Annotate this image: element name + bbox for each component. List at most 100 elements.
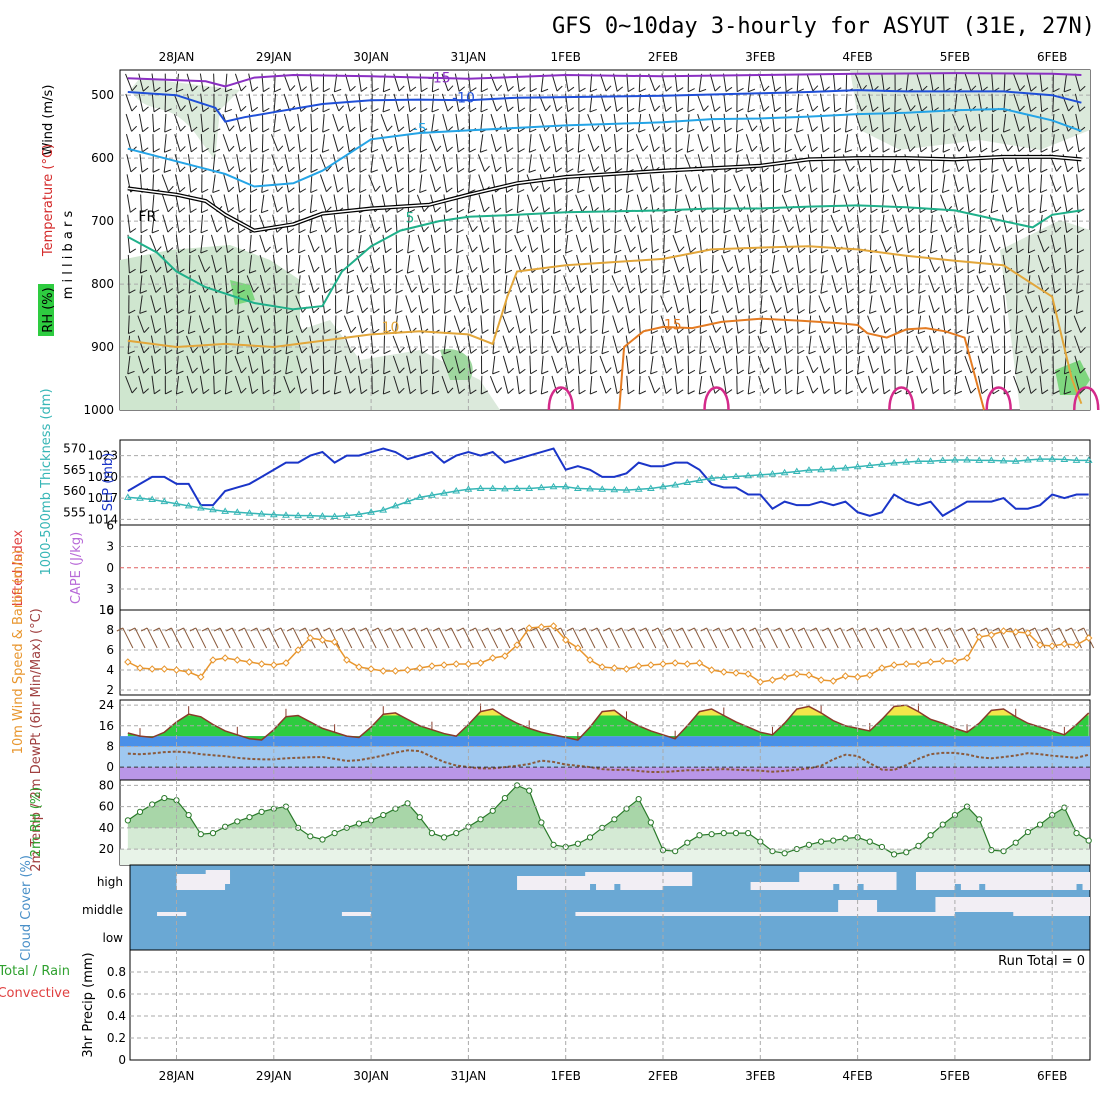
cloud-label: Cloud Cover (%) xyxy=(19,855,34,961)
wind-barb-shaft xyxy=(662,133,666,153)
wind-barb-shaft xyxy=(807,154,813,173)
wind-barb-shaft xyxy=(346,275,349,294)
wind-barb-shaft xyxy=(637,254,642,273)
wind-barb-flag xyxy=(955,329,963,334)
date-label-top: 5FEB xyxy=(940,50,970,64)
wind-barb-shaft xyxy=(772,134,775,153)
pressure-tick: 600 xyxy=(91,151,114,165)
wind-barb-flag xyxy=(1051,149,1060,153)
wind-barb-shaft xyxy=(418,315,423,334)
wind-barb-flag xyxy=(142,388,149,394)
wind-barb-shaft xyxy=(187,113,193,132)
wind-barb-10m-flag xyxy=(311,627,318,632)
wind-barb-shaft xyxy=(310,93,313,112)
wind-barb-shaft xyxy=(467,315,472,334)
wind-barb-flag xyxy=(918,310,926,314)
wind-barb-flag xyxy=(857,350,865,355)
top-date-axis: 28JAN 29JAN 30JAN 31JAN 1FEB 2FEB 3FEB 4FEB 5FEB… xyxy=(159,50,1068,64)
thickness-point xyxy=(269,510,278,518)
wind-barb-shaft xyxy=(371,93,373,112)
wind-barb-shaft xyxy=(492,355,496,374)
wind-barb-flag xyxy=(422,287,429,294)
wind-barb-10m xyxy=(414,627,426,649)
wind-barb-flag xyxy=(298,249,306,254)
wind-barb-shaft xyxy=(964,73,972,92)
wind-barb-flag xyxy=(860,125,867,132)
wind-barb-shaft xyxy=(539,134,546,152)
wind-barb-flag xyxy=(408,188,416,193)
wind-barb-shaft xyxy=(1015,335,1019,354)
wind-barb-flag xyxy=(374,247,381,253)
wind-barb-flag xyxy=(906,350,914,355)
wind-barb-shaft xyxy=(481,355,483,374)
precip-total-label: Total / Rain xyxy=(0,964,70,979)
wind-barb-shaft xyxy=(127,254,130,274)
wind-barb-shaft xyxy=(916,93,923,112)
wind-barb-flag xyxy=(1030,367,1037,374)
wind-barb-10m xyxy=(268,627,280,649)
wind-barb-flag xyxy=(812,105,819,112)
wind-barb-flag xyxy=(227,268,234,274)
wind-barb-flag xyxy=(484,165,490,172)
wind-barb-shaft xyxy=(432,335,434,354)
thickness-point xyxy=(221,507,230,514)
wind-barb-shaft xyxy=(674,355,678,374)
wind-barb-10m xyxy=(487,627,499,649)
wind-barb-shaft xyxy=(187,154,192,173)
wind-barb-flag xyxy=(433,288,441,294)
wind-barb-shaft xyxy=(856,214,861,233)
wind-barb-shaft xyxy=(905,355,909,374)
thickness-point xyxy=(732,472,740,480)
wind-barb-shaft xyxy=(161,174,169,192)
wind-barb-flag xyxy=(311,128,319,133)
wind-barb-flag xyxy=(483,247,490,253)
wind-barb-flag xyxy=(227,207,235,213)
wind-barb-flag xyxy=(823,127,830,133)
wind-barb-shaft xyxy=(419,335,423,354)
wind-barb-flag xyxy=(286,309,294,314)
wind-barb-flag xyxy=(589,108,597,113)
cloud-clear-patch xyxy=(575,912,955,916)
wind-barb-flag xyxy=(848,186,855,193)
wind-barb-shaft xyxy=(723,93,727,112)
wind-barb-flag xyxy=(579,369,586,375)
wind-barb-flag xyxy=(520,287,527,293)
wind-barb-shaft xyxy=(296,375,302,394)
wind-barb-flag xyxy=(578,128,586,133)
wind-barb-shaft xyxy=(224,93,228,113)
wind-barb-10m xyxy=(1022,627,1034,649)
wind-barb-shaft xyxy=(1063,355,1067,374)
wind-barb-flag xyxy=(127,370,135,375)
wind-barb-flag xyxy=(894,108,902,113)
wind-barb-flag xyxy=(748,390,756,395)
wind-barb-flag xyxy=(577,169,585,173)
wind-barb-flag xyxy=(309,229,318,234)
wind-barb-flag xyxy=(642,145,649,152)
wind-barb-shaft xyxy=(819,335,826,354)
wind-barb-flag xyxy=(836,287,843,294)
wind-barb-shaft xyxy=(188,254,191,274)
wind-barb-flag xyxy=(154,87,161,92)
wind-barb-shaft xyxy=(151,355,156,374)
wind-barb-flag xyxy=(204,307,210,314)
wind-barb-flag xyxy=(472,226,478,233)
wind-barb-shaft xyxy=(550,335,559,353)
wind-barb-shaft xyxy=(395,194,398,213)
wind-barb-flag xyxy=(470,348,477,354)
wind-barb-shaft xyxy=(552,315,557,334)
wind-barb-flag xyxy=(141,208,148,214)
wind-barb-flag xyxy=(541,391,549,395)
wind-barb-flag xyxy=(420,128,428,133)
wind-barb-flag xyxy=(481,370,489,375)
wind-barb-flag xyxy=(180,125,186,132)
wind-barb-shaft xyxy=(334,234,338,253)
wind-barb-shaft xyxy=(806,73,814,92)
thickness-point xyxy=(573,484,582,491)
wind-barb-flag xyxy=(455,290,463,294)
cloud-cell xyxy=(711,884,718,890)
slp-tick: 1020 xyxy=(87,470,118,484)
wind-barb-flag xyxy=(1006,227,1013,233)
wind-barb-flag xyxy=(215,267,222,273)
wind-barb-10m xyxy=(450,627,462,649)
